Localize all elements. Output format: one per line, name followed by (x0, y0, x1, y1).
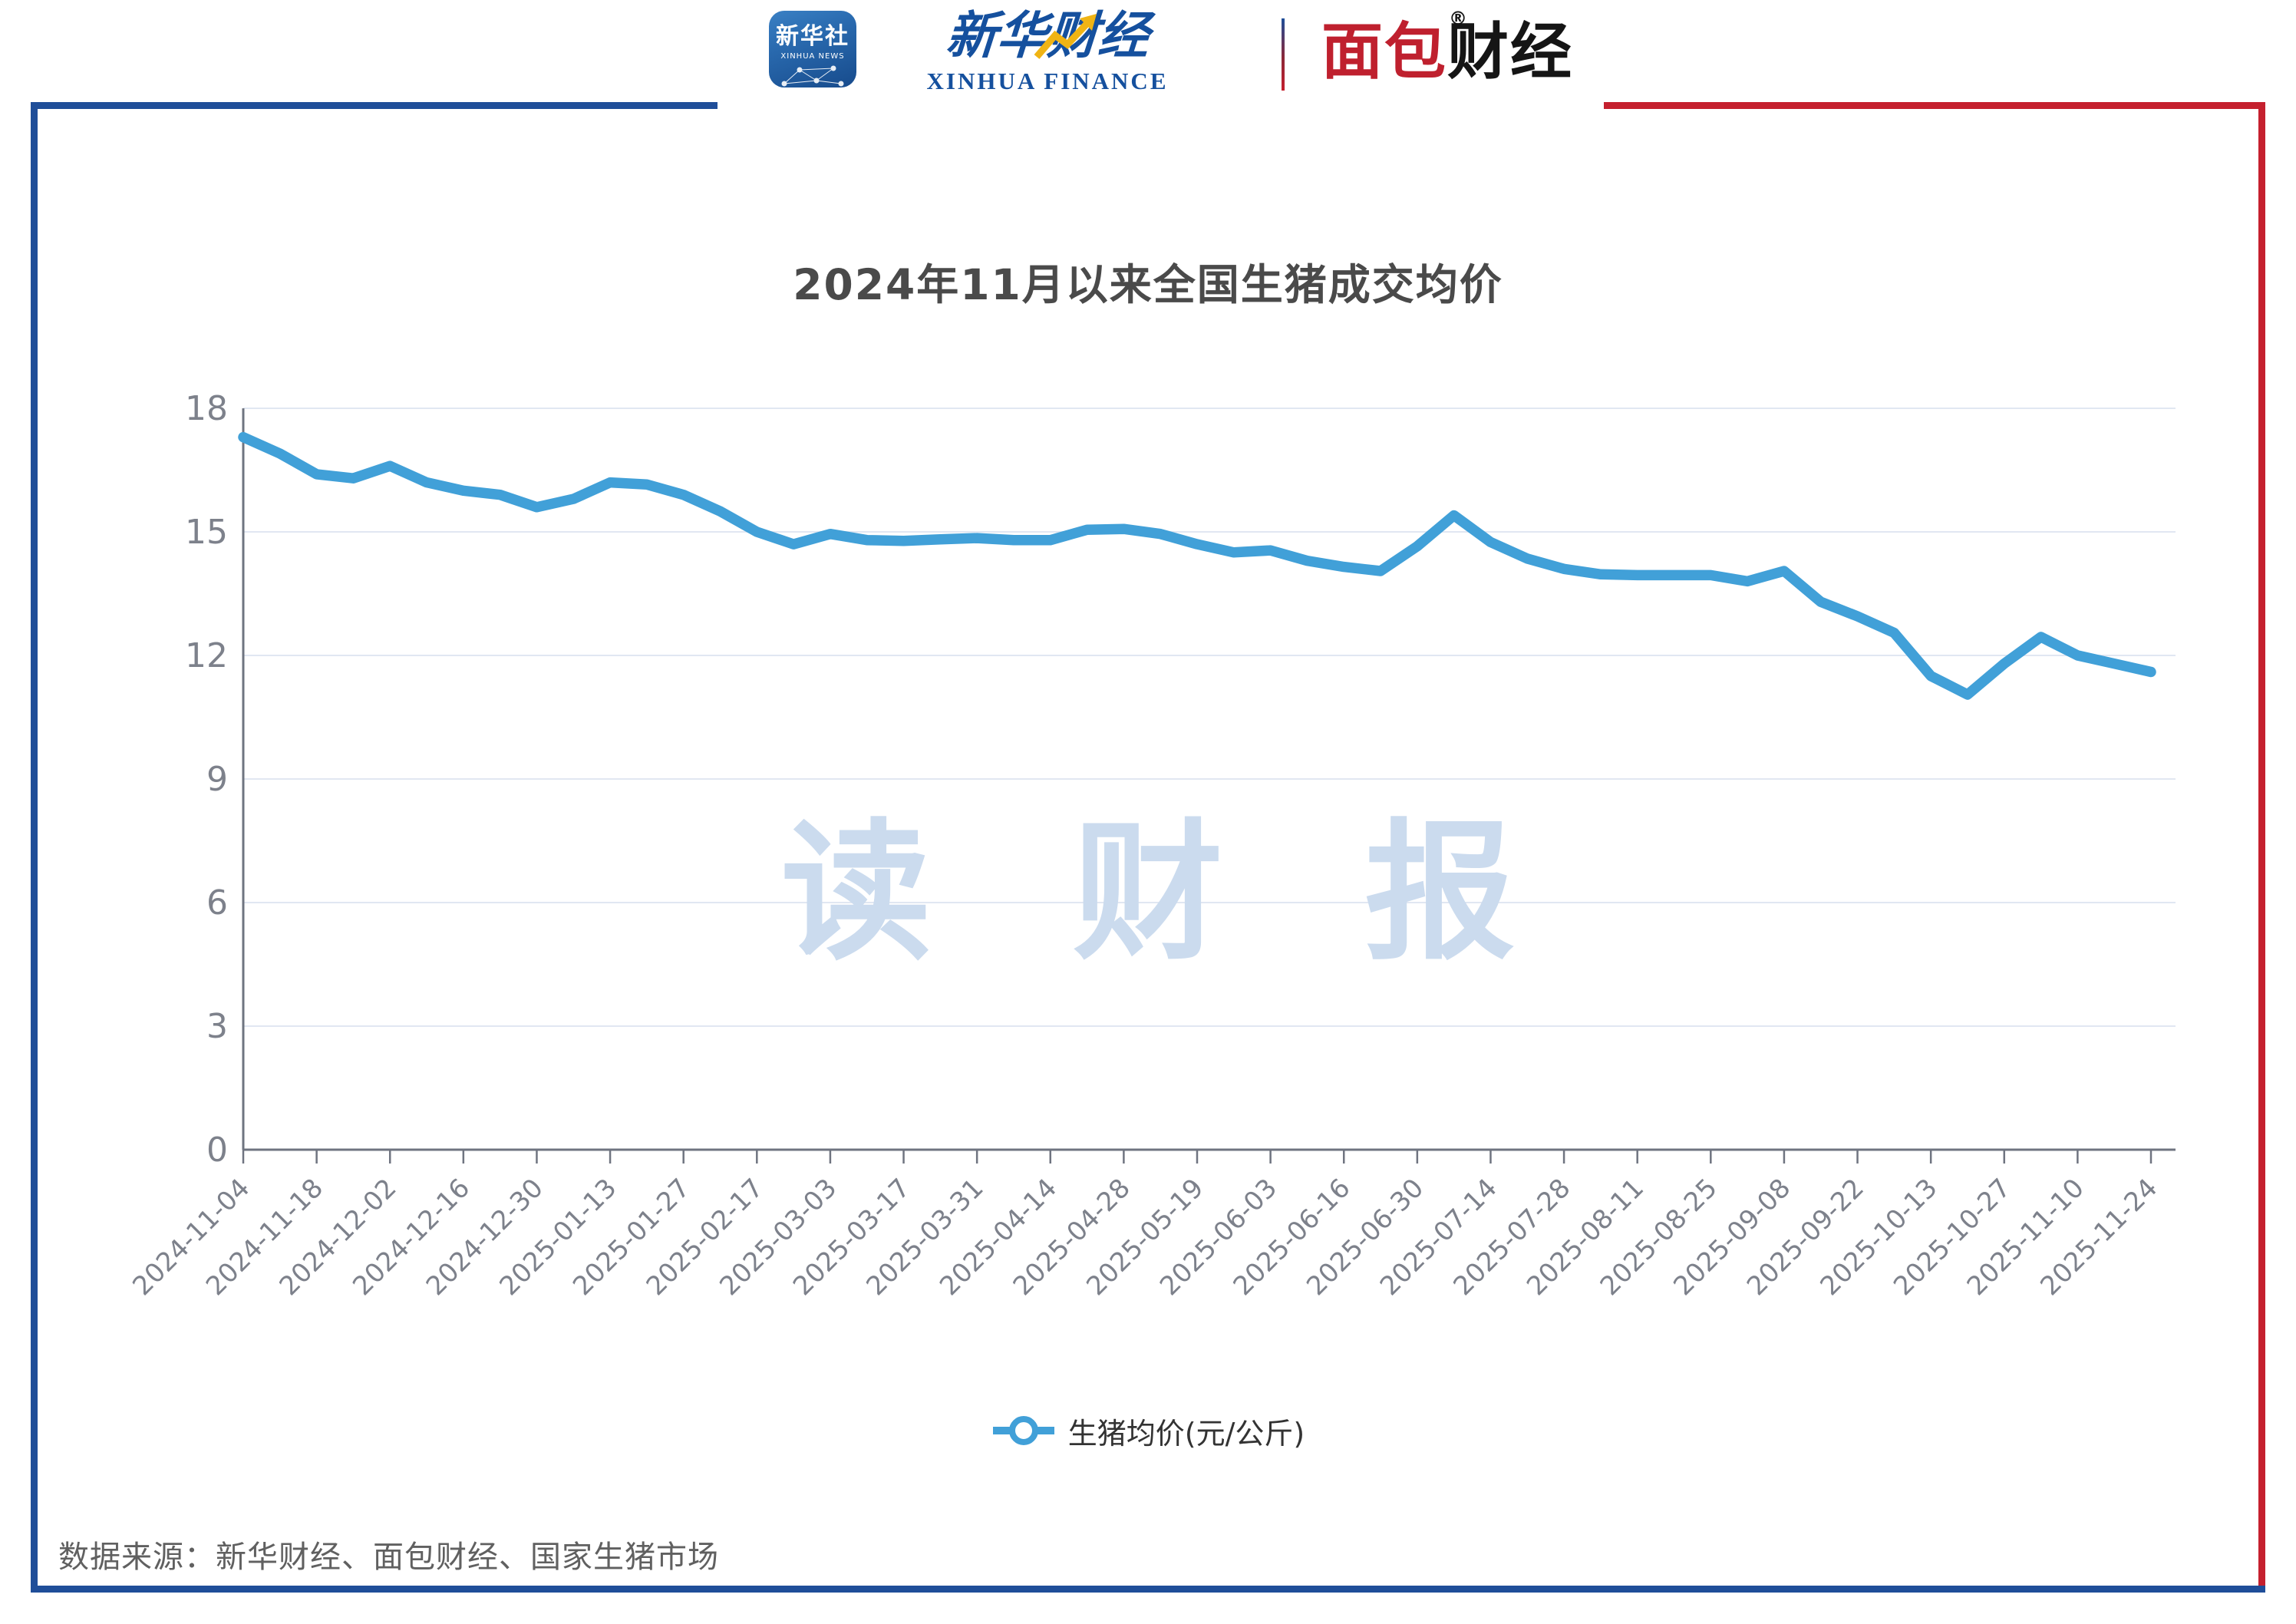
registered-trademark-icon: ® (1449, 8, 1467, 29)
xinhua-news-logo-cn: 新华社 (776, 23, 849, 50)
svg-text:12: 12 (185, 636, 228, 675)
data-source-text: 数据来源：新华财经、面包财经、国家生猪市场 (58, 1540, 719, 1575)
xinhua-news-logo-icon: 新华社 XINHUA NEWS (769, 11, 856, 87)
xinhua-finance-logo-en: XINHUA FINANCE (926, 68, 1169, 94)
header: 新华社 XINHUA NEWS 新华财经 XINHUA FINANCE 面包财经… (0, 0, 2296, 104)
network-graphic-icon (781, 65, 844, 87)
svg-text:3: 3 (206, 1007, 228, 1046)
svg-text:6: 6 (206, 883, 228, 923)
frame-bottom-blue (31, 1586, 2265, 1593)
mianbao-logo-black-text: 财经 (1447, 16, 1573, 87)
xinhua-news-logo-en: XINHUA NEWS (780, 52, 845, 61)
frame-left-blue (31, 102, 38, 1593)
frame-top-right-red (1604, 102, 2265, 109)
mianbao-finance-logo: 面包财经 (1321, 14, 1573, 91)
legend: 生猪均价(元/公斤) (0, 1409, 2296, 1452)
yellow-arrow-icon (1034, 14, 1097, 59)
mianbao-logo-red-text: 面包 (1321, 16, 1447, 87)
frame-top-left-blue (31, 102, 718, 109)
legend-line-circle-icon[interactable] (991, 1414, 1056, 1447)
svg-text:15: 15 (185, 513, 228, 552)
svg-text:0: 0 (206, 1131, 228, 1170)
frame-right-red (2258, 102, 2265, 1593)
chart-title: 2024年11月以来全国生猪成交均价 (793, 260, 1503, 309)
svg-text:9: 9 (206, 760, 228, 799)
legend-item-label[interactable]: 生猪均价(元/公斤) (1067, 1416, 1305, 1451)
header-divider (1282, 18, 1285, 91)
svg-text:18: 18 (185, 389, 228, 428)
